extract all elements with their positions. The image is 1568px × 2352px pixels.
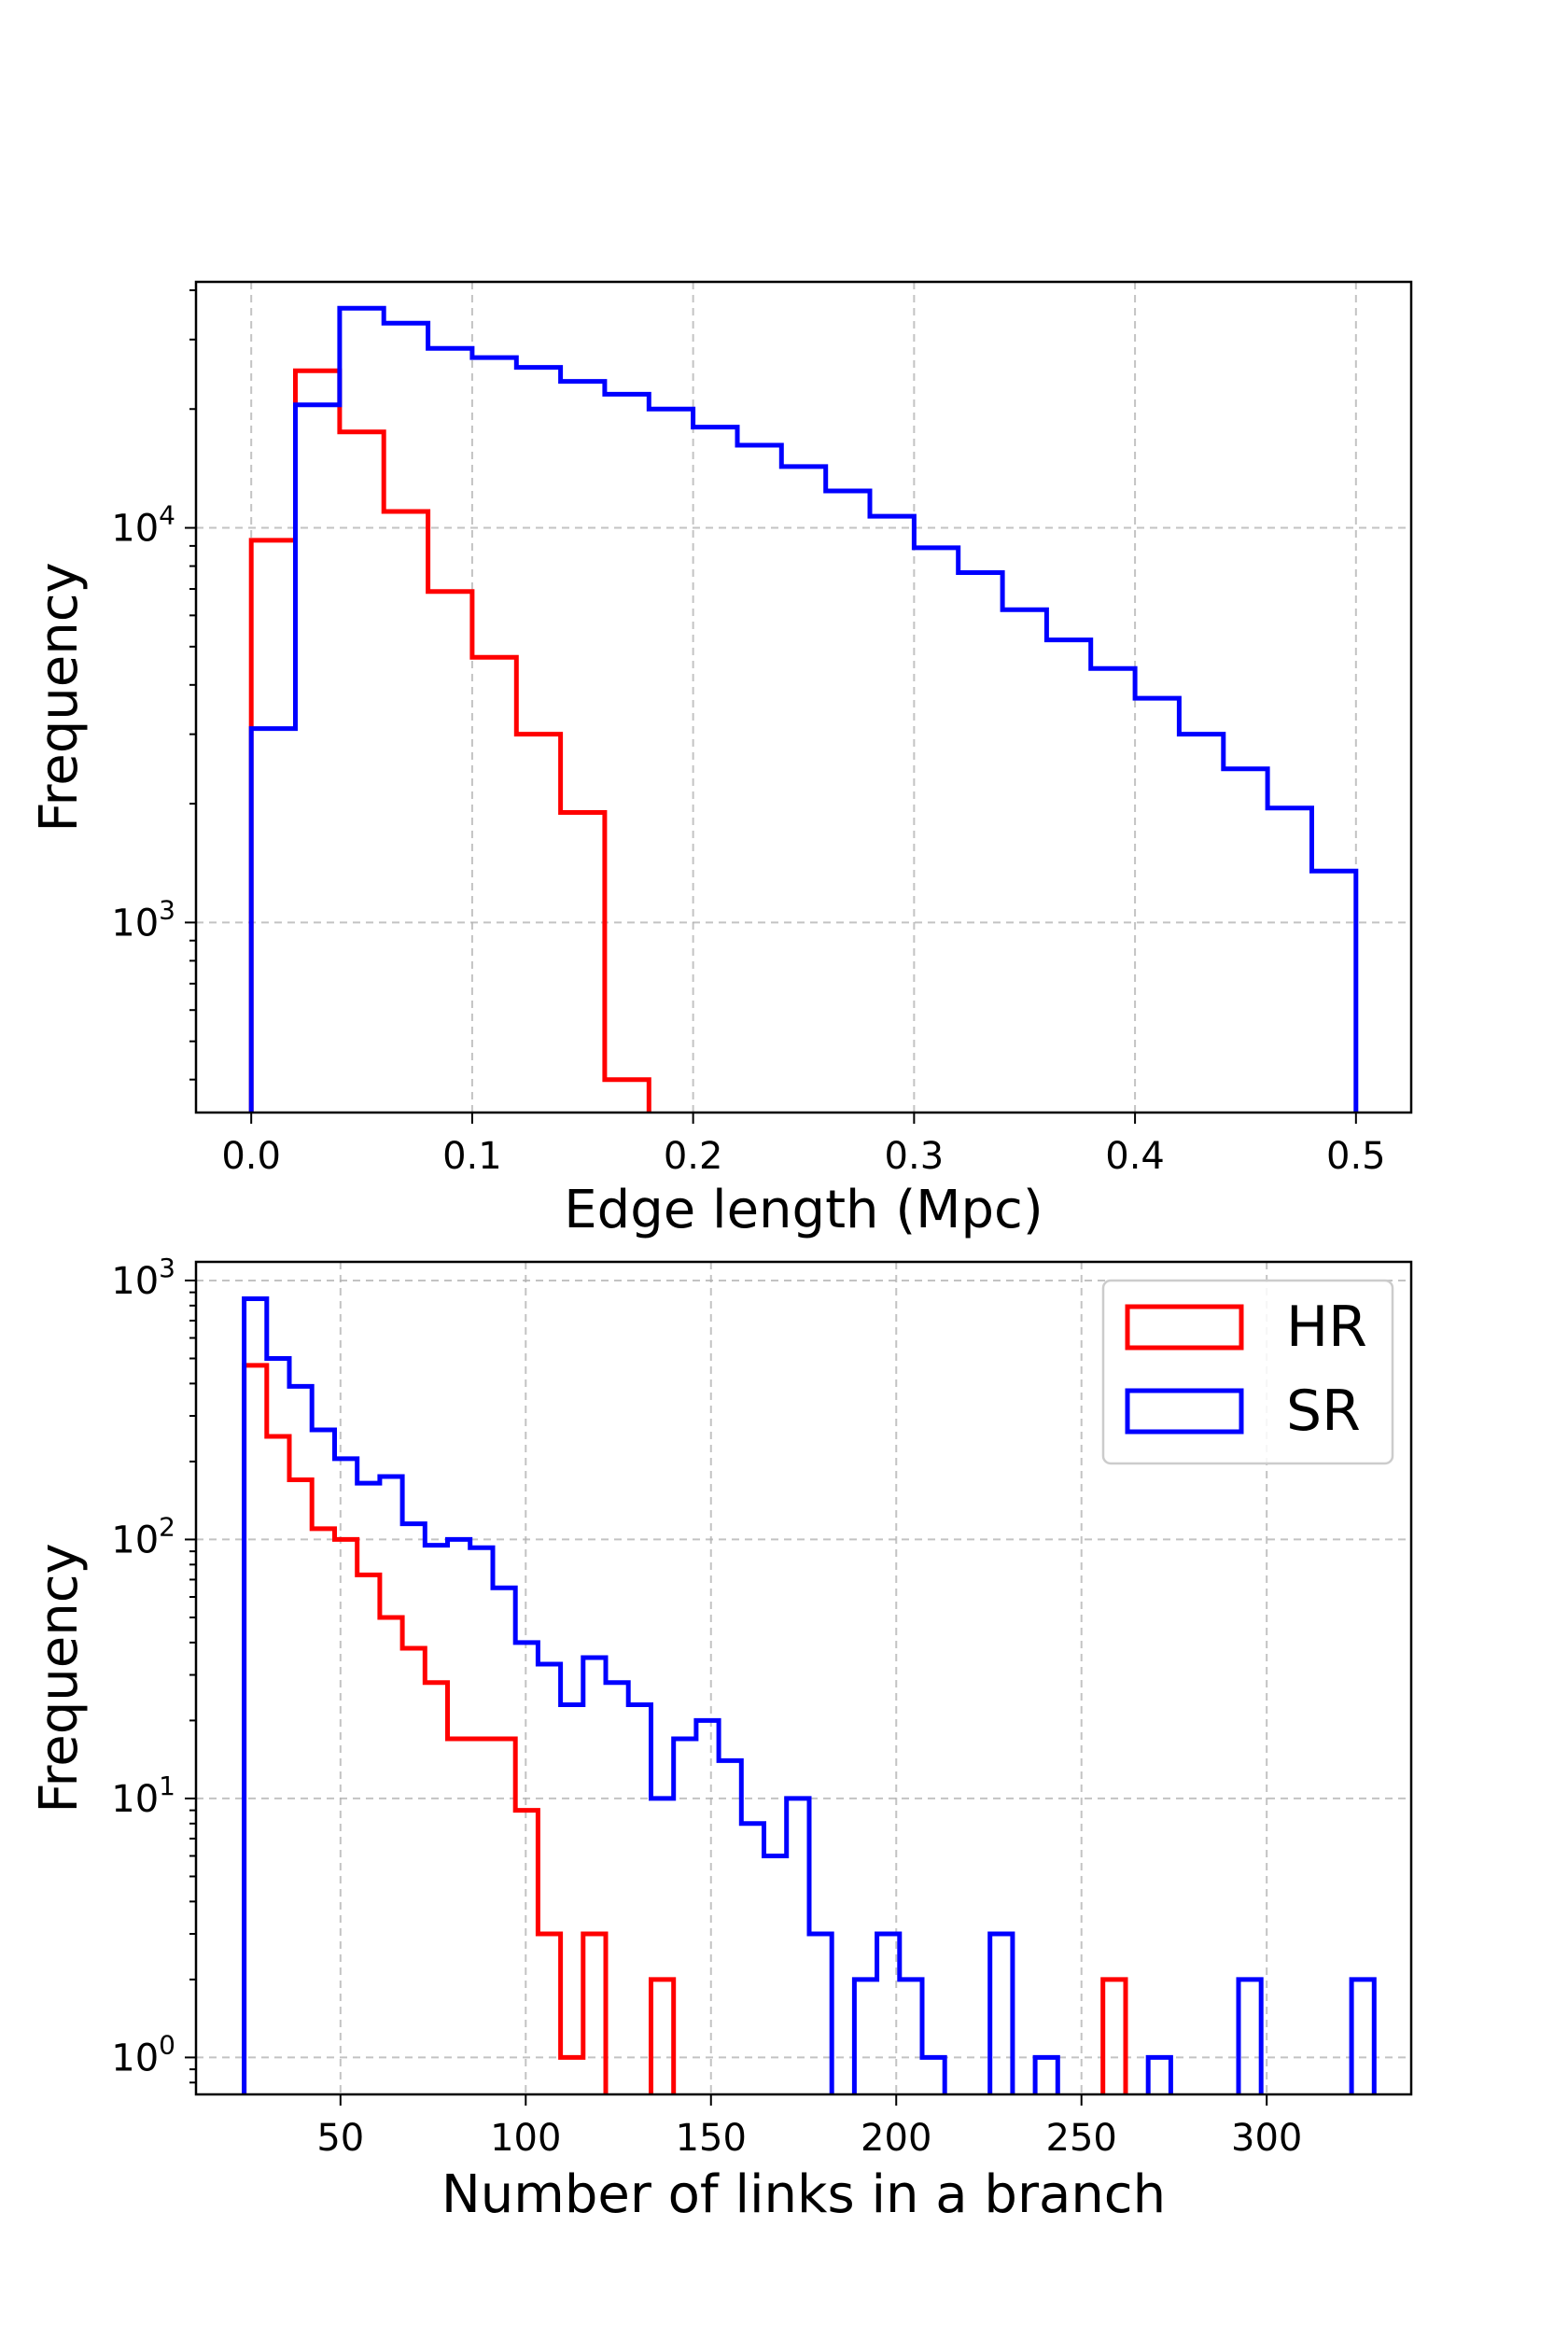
legend-label-hr: HR [1286,1295,1367,1360]
x-tick-label: 300 [1231,2117,1302,2160]
y-tick-label: 104 [111,500,175,551]
y-tick-label: 101 [111,1771,175,1821]
y-axis-label: Frequency [29,1543,90,1813]
x-tick-label: 0.1 [442,1135,502,1178]
x-tick-label: 0.0 [221,1135,281,1178]
legend: HR SR [1103,1281,1393,1463]
plot-frame [196,282,1411,1113]
y-tick-label: 103 [111,894,175,945]
histogram-series-hr [245,1365,1126,2094]
x-axis-label: Number of links in a branch [441,2164,1166,2225]
histogram-series-sr [251,308,1356,1113]
x-tick-label: 200 [861,2117,931,2160]
x-tick-label: 250 [1046,2117,1117,2160]
y-tick-label: 102 [111,1511,175,1561]
y-axis-label: Frequency [29,562,90,832]
x-axis-label: Edge length (Mpc) [564,1180,1043,1240]
y-tick-label: 100 [111,2029,175,2079]
legend-label-sr: SR [1286,1379,1361,1444]
x-tick-label: 0.2 [664,1135,723,1178]
x-tick-label: 0.3 [885,1135,945,1178]
branch-links-histogram-panel: 50 100 150 200 250 300 100 101 102 103 Number of l… [29,1253,1411,2225]
edge-length-histogram-panel: 0.0 0.1 0.2 0.3 0.4 0.5 103 104 Edge length (Mpc… [29,282,1411,1240]
figure: 0.0 0.1 0.2 0.3 0.4 0.5 103 104 Edge length (Mpc… [0,0,1568,2352]
x-tick-label: 0.4 [1105,1135,1165,1178]
histogram-series-hr [251,371,649,1113]
x-tick-label: 100 [490,2117,561,2160]
y-tick-label: 103 [111,1253,175,1303]
x-tick-label: 50 [316,2117,364,2160]
x-tick-label: 150 [676,2117,747,2160]
x-tick-label: 0.5 [1326,1135,1386,1178]
